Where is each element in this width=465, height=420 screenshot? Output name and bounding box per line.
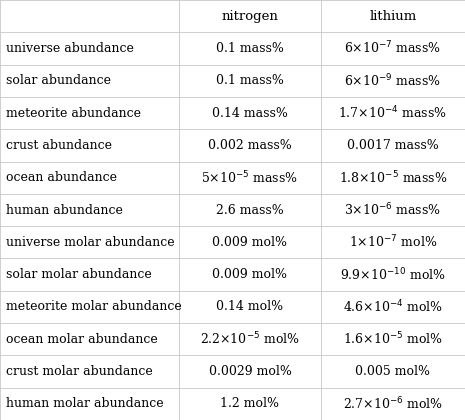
Text: ocean molar abundance: ocean molar abundance — [6, 333, 158, 346]
Text: solar abundance: solar abundance — [6, 74, 111, 87]
Text: solar molar abundance: solar molar abundance — [6, 268, 152, 281]
Text: 1.2 mol%: 1.2 mol% — [220, 397, 279, 410]
Text: universe molar abundance: universe molar abundance — [6, 236, 175, 249]
Text: 3×10$^{-6}$ mass%: 3×10$^{-6}$ mass% — [345, 202, 441, 218]
Text: 2.6 mass%: 2.6 mass% — [216, 204, 284, 216]
Text: human molar abundance: human molar abundance — [6, 397, 164, 410]
Text: 1.8×10$^{-5}$ mass%: 1.8×10$^{-5}$ mass% — [339, 169, 447, 186]
Text: 0.0029 mol%: 0.0029 mol% — [208, 365, 292, 378]
Text: 9.9×10$^{-10}$ mol%: 9.9×10$^{-10}$ mol% — [340, 266, 446, 283]
Text: 6×10$^{-9}$ mass%: 6×10$^{-9}$ mass% — [345, 73, 441, 89]
Text: lithium: lithium — [369, 10, 417, 23]
Text: meteorite molar abundance: meteorite molar abundance — [6, 300, 182, 313]
Text: 0.009 mol%: 0.009 mol% — [213, 268, 287, 281]
Text: 4.6×10$^{-4}$ mol%: 4.6×10$^{-4}$ mol% — [343, 299, 443, 315]
Text: human abundance: human abundance — [6, 204, 123, 216]
Text: 0.005 mol%: 0.005 mol% — [355, 365, 431, 378]
Text: crust molar abundance: crust molar abundance — [6, 365, 153, 378]
Text: 0.1 mass%: 0.1 mass% — [216, 74, 284, 87]
Text: ocean abundance: ocean abundance — [6, 171, 117, 184]
Text: nitrogen: nitrogen — [221, 10, 279, 23]
Text: meteorite abundance: meteorite abundance — [6, 107, 141, 120]
Text: 0.14 mass%: 0.14 mass% — [212, 107, 288, 120]
Text: 0.14 mol%: 0.14 mol% — [216, 300, 284, 313]
Text: universe abundance: universe abundance — [6, 42, 134, 55]
Text: 1.7×10$^{-4}$ mass%: 1.7×10$^{-4}$ mass% — [339, 105, 447, 121]
Text: 5×10$^{-5}$ mass%: 5×10$^{-5}$ mass% — [201, 169, 299, 186]
Text: crust abundance: crust abundance — [6, 139, 112, 152]
Text: 2.2×10$^{-5}$ mol%: 2.2×10$^{-5}$ mol% — [200, 331, 300, 347]
Text: 0.009 mol%: 0.009 mol% — [213, 236, 287, 249]
Text: 6×10$^{-7}$ mass%: 6×10$^{-7}$ mass% — [345, 40, 441, 57]
Text: 0.002 mass%: 0.002 mass% — [208, 139, 292, 152]
Text: 0.0017 mass%: 0.0017 mass% — [347, 139, 439, 152]
Text: 0.1 mass%: 0.1 mass% — [216, 42, 284, 55]
Text: 1.6×10$^{-5}$ mol%: 1.6×10$^{-5}$ mol% — [343, 331, 443, 347]
Text: 1×10$^{-7}$ mol%: 1×10$^{-7}$ mol% — [349, 234, 437, 251]
Text: 2.7×10$^{-6}$ mol%: 2.7×10$^{-6}$ mol% — [343, 396, 443, 412]
